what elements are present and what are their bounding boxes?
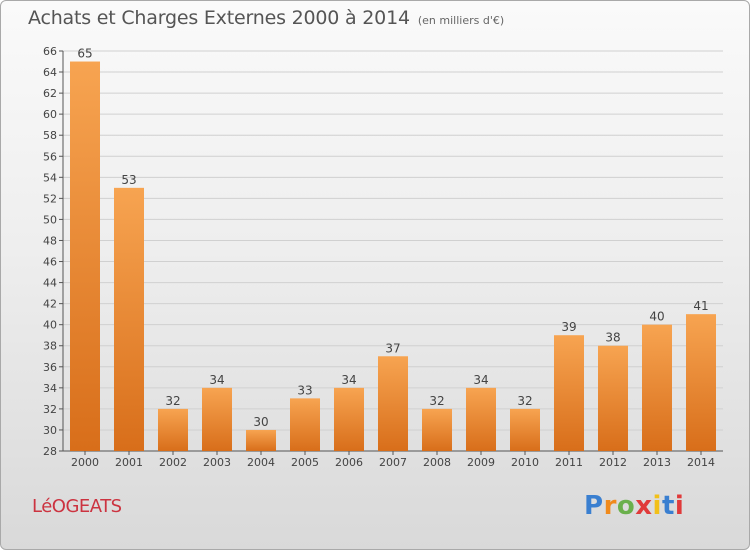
bar (378, 356, 408, 451)
data-label: 32 (165, 394, 180, 408)
chart-title-text: Achats et Charges Externes 2000 à 2014 (28, 7, 410, 29)
data-labels: 65 53 32 34 30 33 34 37 32 34 32 39 38 40 41 (77, 47, 708, 429)
logo-letter: x (635, 491, 653, 521)
logo-letter: P (584, 491, 604, 521)
data-label: 41 (693, 299, 708, 313)
y-tick-label: 44 (43, 277, 57, 290)
logo-letter: r (603, 491, 617, 521)
place-name: LéOGEATS (32, 496, 122, 517)
y-tick-labels: 28 30 32 34 36 38 40 42 44 46 48 50 52 54 56 58 60 62 64 66 (43, 45, 57, 458)
y-tick-label: 28 (43, 445, 57, 458)
bar (202, 387, 232, 451)
bar (290, 398, 320, 451)
y-tick-label: 48 (43, 234, 57, 247)
data-label: 38 (605, 331, 620, 345)
x-tick-label: 2006 (335, 456, 363, 469)
data-label: 33 (297, 383, 312, 397)
chart-title: Achats et Charges Externes 2000 à 2014 (e… (28, 7, 504, 29)
bar (114, 187, 144, 451)
bar (334, 387, 364, 451)
data-label: 30 (253, 415, 268, 429)
bar (598, 345, 628, 451)
y-tick-label: 40 (43, 319, 57, 332)
bar (422, 408, 452, 451)
y-tick-label: 38 (43, 340, 57, 353)
logo-letter: o (616, 491, 636, 521)
y-tick-label: 52 (43, 192, 57, 205)
x-tick-label: 2010 (511, 456, 539, 469)
y-tick-label: 66 (43, 45, 57, 58)
x-tick-labels: 2000 2001 2002 2003 2004 2005 2006 2007 2008 2009… (71, 456, 715, 469)
x-tick-label: 2001 (115, 456, 143, 469)
x-tick-label: 2002 (159, 456, 187, 469)
x-tick-label: 2011 (555, 456, 583, 469)
bar (70, 61, 100, 452)
bar (510, 408, 540, 451)
x-tick-label: 2007 (379, 456, 407, 469)
bar (642, 324, 672, 451)
y-tick-label: 60 (43, 108, 57, 121)
y-tick-label: 50 (43, 213, 57, 226)
logo-letter: i (674, 491, 685, 521)
y-tick-label: 34 (43, 382, 57, 395)
x-tick-label: 2012 (599, 456, 627, 469)
y-tick-label: 64 (43, 66, 57, 79)
data-label: 39 (561, 320, 576, 334)
bar (466, 387, 496, 451)
bar (554, 335, 584, 451)
x-tick-label: 2008 (423, 456, 451, 469)
data-label: 37 (385, 341, 400, 355)
y-tick-label: 54 (43, 171, 57, 184)
x-tick-label: 2003 (203, 456, 231, 469)
data-label: 34 (341, 373, 356, 387)
x-tick-label: 2005 (291, 456, 319, 469)
x-tick-label: 2009 (467, 456, 495, 469)
data-label: 32 (517, 394, 532, 408)
data-label: 65 (77, 47, 92, 61)
data-label: 53 (121, 173, 136, 187)
bar (686, 314, 716, 451)
bar (158, 408, 188, 451)
y-tick-label: 30 (43, 424, 57, 437)
y-tick-label: 46 (43, 256, 57, 269)
x-tick-label: 2000 (71, 456, 99, 469)
y-tick-label: 36 (43, 361, 57, 374)
data-label: 34 (473, 373, 488, 387)
data-label: 32 (429, 394, 444, 408)
chart-unit: (en milliers d'€) (417, 14, 505, 27)
x-tick-label: 2013 (643, 456, 671, 469)
x-tick-label: 2004 (247, 456, 275, 469)
logo-letter: t (661, 491, 675, 521)
logo-letter: i (652, 491, 662, 521)
bar (246, 429, 276, 451)
data-label: 40 (649, 310, 664, 324)
y-tick-label: 42 (43, 298, 57, 311)
y-tick-label: 56 (43, 150, 57, 163)
proxiti-logo: Proxiti (584, 491, 684, 521)
x-tick-label: 2014 (687, 456, 715, 469)
bars (70, 61, 716, 452)
data-label: 34 (209, 373, 224, 387)
y-tick-label: 58 (43, 129, 57, 142)
y-tick-label: 32 (43, 403, 57, 416)
y-tick-label: 62 (43, 87, 57, 100)
